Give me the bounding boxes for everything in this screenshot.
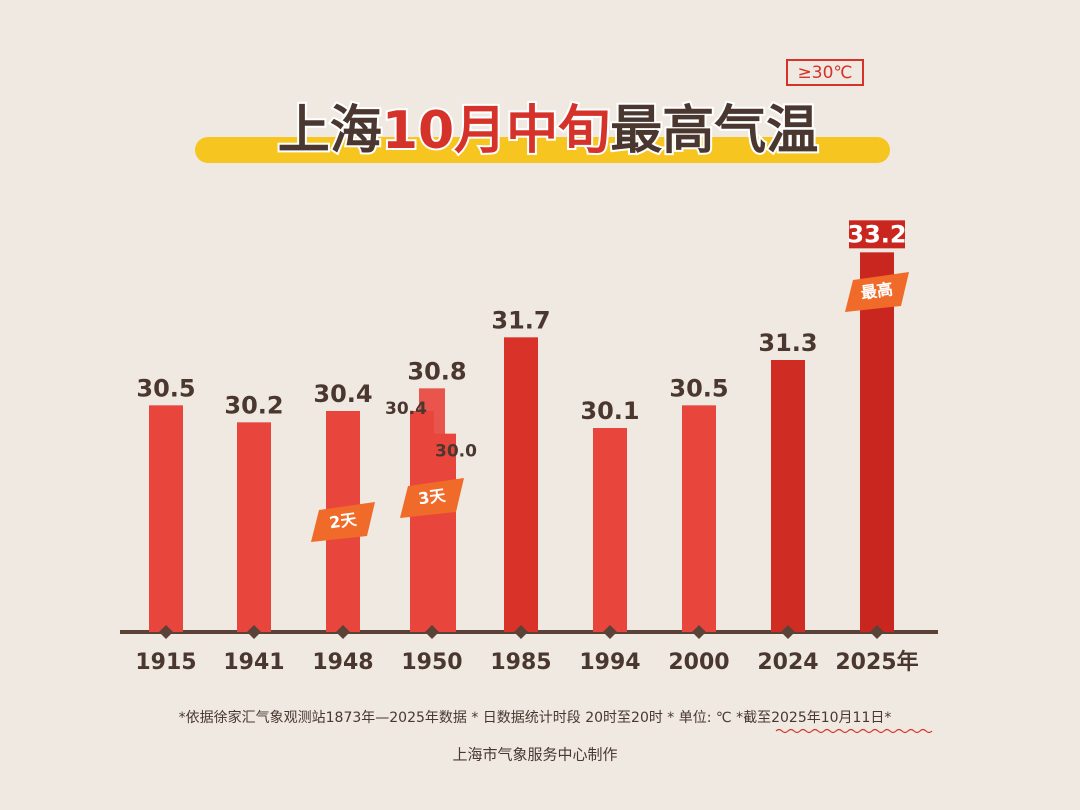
value-label: 31.3 <box>758 329 817 357</box>
value-label: 30.2 <box>224 391 283 419</box>
x-tick-label: 1950 <box>401 650 462 675</box>
x-tick-label: 1941 <box>223 650 284 675</box>
axis-diamond <box>159 625 173 639</box>
value-label-box <box>849 220 905 249</box>
tag-box <box>786 59 864 86</box>
axis-diamond <box>247 625 261 639</box>
x-tick-label: 2024 <box>757 650 818 675</box>
axis-diamond <box>692 625 706 639</box>
x-tick-label: 2000 <box>668 650 729 675</box>
value-label: 30.0 <box>435 442 477 462</box>
title-part: 10月中旬 <box>382 101 610 161</box>
credit: 上海市气象服务中心制作 <box>452 746 617 764</box>
axis-diamond <box>603 625 617 639</box>
value-label: 30.5 <box>669 374 728 402</box>
value-label: 30.1 <box>580 397 639 425</box>
axis-diamond <box>781 625 795 639</box>
value-label: 31.7 <box>491 306 550 334</box>
title-part: 最高气温 <box>610 101 818 161</box>
title-part: 上海 <box>278 101 382 161</box>
bar <box>504 337 538 632</box>
badge: 3天 <box>417 486 448 509</box>
badge: 2天 <box>328 510 359 533</box>
value-label: 30.5 <box>136 374 195 402</box>
value-label: 30.4 <box>313 380 372 408</box>
x-tick-label: 1994 <box>579 650 640 675</box>
wavy-underline <box>775 728 933 734</box>
badge-shape <box>400 478 464 518</box>
badge: 最高 <box>860 279 894 302</box>
bar <box>682 405 716 632</box>
badge-shape <box>845 272 909 312</box>
axis-diamond <box>514 625 528 639</box>
value-label: 30.4 <box>385 399 427 419</box>
x-tick-label: 1948 <box>312 650 373 675</box>
footnote: *依据徐家汇气象观测站1873年—2025年数据 * 日数据统计时段 20时至2… <box>179 709 892 726</box>
value-label: 33.2 <box>847 220 906 248</box>
x-tick-label: 1985 <box>490 650 551 675</box>
axis-diamond <box>336 625 350 639</box>
bar <box>860 252 894 633</box>
x-tick-label: 2025年 <box>835 649 918 675</box>
bar <box>237 422 271 632</box>
tag: ≥30℃ <box>798 63 853 83</box>
chart-title: 上海10月中旬最高气温 <box>278 101 818 161</box>
value-label: 30.8 <box>407 357 466 385</box>
title-highlight <box>195 137 890 163</box>
bar <box>149 405 183 632</box>
axis-diamond <box>425 625 439 639</box>
x-tick-label: 1915 <box>135 650 196 675</box>
bar <box>771 360 805 632</box>
badge-shape <box>311 502 375 542</box>
bar <box>593 428 627 632</box>
axis-diamond <box>870 625 884 639</box>
